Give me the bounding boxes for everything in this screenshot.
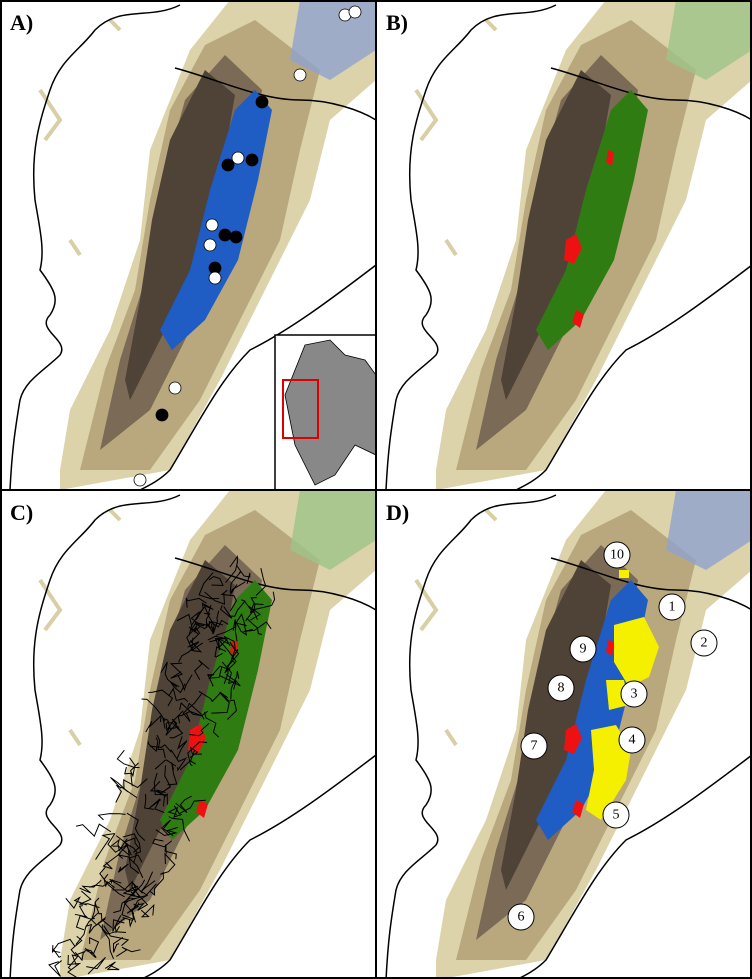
inset-map — [275, 335, 376, 490]
figure: A) B) C) 1 2 3 4 5 6 7 8 9 10 D) — [0, 0, 752, 979]
region-label: 4 — [629, 733, 636, 748]
occurrence-point — [209, 272, 221, 284]
occurrence-point — [204, 239, 216, 251]
occurrence-point — [256, 96, 268, 108]
panel-label: D) — [386, 500, 409, 525]
occurrence-point — [169, 382, 181, 394]
region-label: 2 — [701, 636, 708, 651]
map-panel: C) — [0, 490, 400, 979]
occurrence-point — [349, 6, 361, 18]
region-label: 1 — [669, 600, 676, 615]
occurrence-point — [222, 159, 234, 171]
map-panel: B) — [376, 0, 752, 490]
occurrence-point — [206, 219, 218, 231]
occurrence-point — [134, 474, 146, 486]
occurrence-point — [156, 409, 168, 421]
map-panel: A) — [0, 0, 400, 490]
region-label: 6 — [518, 910, 525, 925]
region-label: 3 — [631, 687, 638, 702]
panel-label: B) — [386, 10, 408, 35]
occurrence-point — [294, 69, 306, 81]
occurrence-point — [219, 229, 231, 241]
region-label: 7 — [531, 739, 538, 754]
region-label: 8 — [558, 681, 565, 696]
occurrence-point — [246, 154, 258, 166]
region-label: 10 — [610, 548, 624, 563]
page: {"panels": [{"label": "A)"}, {"label": "… — [0, 0, 752, 979]
occurrence-point — [232, 152, 244, 164]
panel-label: C) — [10, 500, 33, 525]
map-panel: 1 2 3 4 5 6 7 8 9 10 D) — [376, 490, 752, 979]
region-label: 5 — [613, 808, 620, 823]
occurrence-point — [230, 231, 242, 243]
panel-label: A) — [10, 10, 33, 35]
region-label: 9 — [580, 642, 587, 657]
